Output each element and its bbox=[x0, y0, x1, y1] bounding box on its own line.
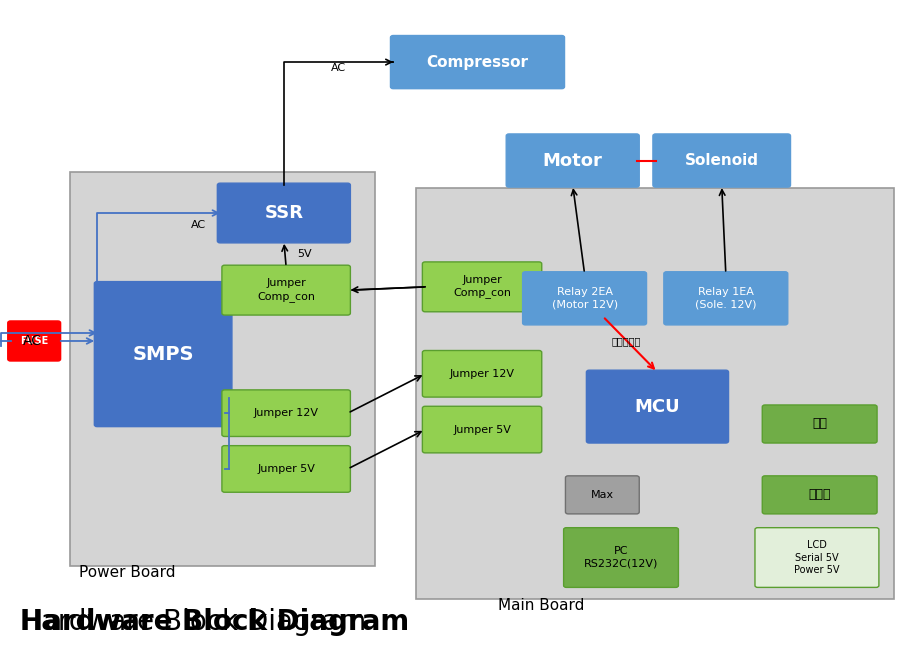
FancyBboxPatch shape bbox=[94, 281, 232, 426]
FancyBboxPatch shape bbox=[222, 265, 350, 315]
Text: Hardware Block Diagram: Hardware Block Diagram bbox=[19, 608, 409, 635]
Text: AC: AC bbox=[23, 333, 42, 348]
FancyBboxPatch shape bbox=[664, 272, 788, 325]
Text: Power Board: Power Board bbox=[79, 565, 175, 580]
FancyBboxPatch shape bbox=[7, 321, 60, 361]
Text: Jumper 12V: Jumper 12V bbox=[254, 408, 319, 418]
FancyBboxPatch shape bbox=[69, 172, 375, 565]
FancyBboxPatch shape bbox=[222, 445, 350, 492]
FancyBboxPatch shape bbox=[390, 36, 565, 89]
Text: 정위치: 정위치 bbox=[808, 488, 831, 501]
FancyBboxPatch shape bbox=[222, 390, 350, 436]
FancyBboxPatch shape bbox=[416, 188, 895, 598]
Text: AC: AC bbox=[191, 220, 207, 230]
FancyBboxPatch shape bbox=[762, 476, 877, 514]
Text: Jumper 5V: Jumper 5V bbox=[257, 464, 315, 474]
Text: Relay 2EA
(Motor 12V): Relay 2EA (Motor 12V) bbox=[551, 287, 618, 310]
Text: 모터회전수: 모터회전수 bbox=[611, 336, 642, 346]
FancyBboxPatch shape bbox=[566, 476, 639, 514]
Text: PC
RS232C(12V): PC RS232C(12V) bbox=[584, 546, 658, 569]
Text: SMPS: SMPS bbox=[133, 345, 194, 364]
Text: LCD
Serial 5V
Power 5V: LCD Serial 5V Power 5V bbox=[794, 540, 840, 575]
FancyBboxPatch shape bbox=[218, 183, 350, 243]
Text: AC: AC bbox=[331, 63, 346, 73]
Text: Max: Max bbox=[590, 490, 614, 500]
FancyBboxPatch shape bbox=[653, 134, 791, 187]
FancyBboxPatch shape bbox=[587, 370, 728, 443]
Text: Compressor: Compressor bbox=[427, 55, 528, 70]
Text: Jumper 5V: Jumper 5V bbox=[453, 424, 511, 434]
FancyBboxPatch shape bbox=[762, 405, 877, 443]
Text: Motor: Motor bbox=[543, 152, 602, 169]
Text: Hardware Block Diagram: Hardware Block Diagram bbox=[19, 608, 366, 635]
FancyBboxPatch shape bbox=[523, 272, 646, 325]
Text: Solenoid: Solenoid bbox=[685, 153, 759, 168]
Text: SSR: SSR bbox=[264, 204, 303, 222]
FancyBboxPatch shape bbox=[422, 407, 542, 453]
FancyBboxPatch shape bbox=[506, 134, 639, 187]
Text: Jumper
Comp_con: Jumper Comp_con bbox=[453, 275, 511, 299]
FancyBboxPatch shape bbox=[755, 528, 879, 587]
Text: Jumper
Comp_con: Jumper Comp_con bbox=[257, 279, 315, 302]
Text: Main Board: Main Board bbox=[498, 598, 584, 613]
FancyBboxPatch shape bbox=[422, 262, 542, 312]
FancyBboxPatch shape bbox=[422, 351, 542, 397]
FancyBboxPatch shape bbox=[564, 528, 678, 587]
Text: Jumper 12V: Jumper 12V bbox=[450, 369, 515, 379]
Text: FUSE: FUSE bbox=[20, 336, 48, 346]
Text: 5V: 5V bbox=[298, 249, 313, 259]
Text: MCU: MCU bbox=[634, 397, 680, 416]
Text: 회수: 회수 bbox=[813, 418, 827, 430]
Text: Relay 1EA
(Sole. 12V): Relay 1EA (Sole. 12V) bbox=[695, 287, 757, 310]
